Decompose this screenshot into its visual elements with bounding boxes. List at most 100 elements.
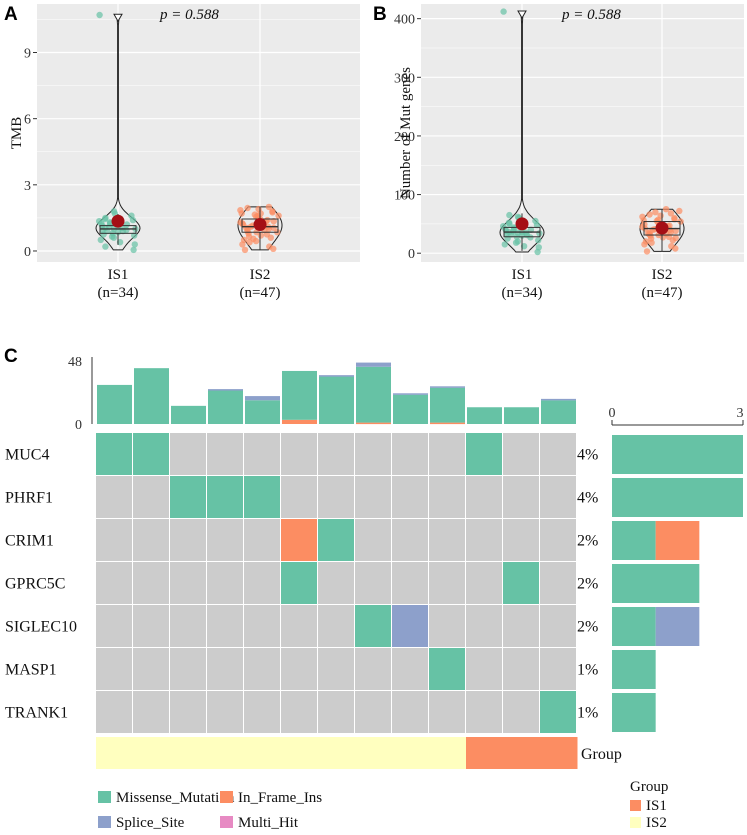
gene-percentage: 2%: [577, 576, 598, 593]
top-burden-bars: [97, 362, 576, 425]
data-point: [667, 210, 675, 217]
group-cell-is2: [244, 737, 282, 769]
matrix-cell: [170, 433, 206, 475]
data-point: [266, 243, 273, 250]
matrix-cell: [96, 519, 132, 561]
gene-label-masp1: MASP1: [5, 662, 57, 679]
matrix-cell: [170, 605, 206, 647]
data-point: [535, 244, 542, 251]
matrix-cell: [503, 519, 539, 561]
gene-label-siglec10: SIGLEC10: [5, 619, 77, 636]
data-point: [652, 209, 659, 216]
matrix-cell: [96, 562, 132, 604]
burden-bar-missense: [541, 400, 576, 424]
data-point: [269, 208, 276, 215]
mutation-cell-siglec10: [355, 605, 391, 647]
x-tick-is2: IS2: [250, 267, 271, 283]
matrix-cell: [466, 691, 502, 733]
matrix-cell: [170, 648, 206, 690]
group-cell-is1: [503, 737, 541, 769]
matrix-cell: [355, 562, 391, 604]
matrix-cell: [96, 476, 132, 518]
group-cell-is2: [392, 737, 430, 769]
data-point: [506, 211, 513, 219]
mean-point: [655, 221, 669, 235]
burden-bar-in_frame_ins: [430, 422, 465, 425]
burden-bar-missense: [504, 407, 539, 424]
side-tick-max: 3: [737, 406, 744, 421]
side-count-bars: [612, 435, 743, 732]
mutation-matrix: [96, 433, 576, 733]
gene-percentage: 4%: [577, 490, 598, 507]
matrix-cell: [318, 562, 354, 604]
group-row-label: Group: [581, 746, 622, 763]
plot-background: [37, 4, 360, 262]
matrix-cell: [318, 433, 354, 475]
panel-label-b: B: [373, 4, 387, 25]
data-point: [275, 212, 282, 219]
matrix-cell: [503, 433, 539, 475]
data-point: [662, 206, 670, 213]
gene-percentage: 4%: [577, 447, 598, 464]
matrix-cell: [392, 648, 428, 690]
burden-bar-splice: [208, 389, 243, 391]
group-cell-is1: [466, 737, 504, 769]
burden-bar-splice: [356, 362, 391, 367]
matrix-cell: [392, 476, 428, 518]
y-tick-label: 6: [24, 113, 31, 128]
x-count-is2: (n=47): [642, 285, 683, 301]
matrix-cell: [540, 648, 576, 690]
p-value-annotation: p = 0.588: [561, 7, 621, 23]
panel-label-c: C: [4, 346, 18, 367]
burden-bar-missense: [393, 394, 428, 424]
data-point: [252, 237, 260, 245]
mutation-cell-masp1: [429, 648, 465, 690]
matrix-cell: [355, 691, 391, 733]
matrix-cell: [355, 519, 391, 561]
data-point: [130, 246, 137, 254]
burden-bar-missense: [208, 390, 243, 424]
matrix-cell: [466, 476, 502, 518]
data-point: [672, 234, 679, 242]
data-point: [668, 243, 675, 250]
matrix-cell: [207, 433, 243, 475]
matrix-cell: [281, 476, 317, 518]
matrix-cell: [318, 691, 354, 733]
y-tick-label: 400: [394, 13, 415, 28]
matrix-cell: [429, 433, 465, 475]
side-bar-missense: [612, 607, 656, 646]
outlier-marker: [517, 10, 527, 19]
panel-b-violin-mut-genes: 0 100 200 300 400 p = 0.588 Number of Mut ge…: [394, 4, 744, 301]
matrix-cell: [429, 562, 465, 604]
x-count-is1: (n=34): [502, 285, 543, 301]
matrix-cell: [244, 433, 280, 475]
p-value-annotation: p = 0.588: [159, 7, 219, 23]
gene-percentages: 4% 4% 2% 2% 2% 1% 1%: [577, 447, 598, 722]
mutation-cell-gprc5c: [503, 562, 539, 604]
matrix-cell: [207, 519, 243, 561]
matrix-cell: [429, 605, 465, 647]
x-count-is2: (n=47): [240, 285, 281, 301]
side-bar-missense: [612, 650, 656, 689]
legend-swatch-multi-hit: [220, 816, 233, 828]
burden-bar-missense: [245, 400, 280, 424]
y-axis-label: TMB: [9, 117, 25, 150]
y-tick-label: 3: [24, 179, 31, 194]
mutation-cell-muc4: [133, 433, 169, 475]
gene-percentage: 1%: [577, 662, 598, 679]
data-point: [512, 239, 520, 246]
group-annotation-row: [96, 737, 578, 769]
matrix-cell: [466, 648, 502, 690]
matrix-cell: [207, 605, 243, 647]
legend-swatch-missense: [98, 791, 111, 803]
data-point: [108, 233, 116, 240]
x-count-is1: (n=34): [98, 285, 139, 301]
matrix-cell: [355, 433, 391, 475]
matrix-cell: [281, 691, 317, 733]
burden-bar-splice: [393, 393, 428, 395]
group-cell-is2: [429, 737, 467, 769]
matrix-cell: [133, 519, 169, 561]
matrix-cell: [429, 691, 465, 733]
matrix-cell: [392, 519, 428, 561]
mutation-cell-gprc5c: [281, 562, 317, 604]
